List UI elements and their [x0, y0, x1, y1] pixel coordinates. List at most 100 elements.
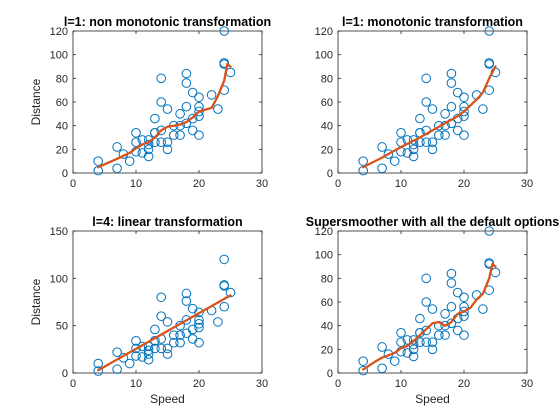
data-point [175, 109, 185, 119]
y-tick-label: 60 [321, 97, 333, 109]
data-point [181, 315, 192, 325]
data-point [194, 315, 204, 325]
data-point [181, 68, 192, 79]
data-point [408, 335, 419, 345]
data-point [131, 336, 141, 346]
x-axis-label: Speed [415, 392, 450, 406]
x-tick-label: 20 [193, 178, 205, 190]
data-point [421, 337, 432, 348]
data-point [421, 73, 432, 84]
data-point [181, 101, 192, 112]
data-point [162, 317, 173, 327]
data-point [187, 87, 198, 98]
fit-line [97, 294, 232, 372]
axes-box [337, 30, 528, 174]
data-point [452, 325, 463, 336]
data-point [162, 104, 173, 114]
data-point [93, 366, 103, 376]
y-tick-label: 0 [62, 368, 68, 380]
data-point [440, 330, 450, 340]
data-point [358, 365, 369, 376]
y-tick-label: 80 [56, 73, 68, 85]
y-tick-label: 100 [315, 250, 333, 262]
data-point [112, 163, 122, 174]
y-tick-label: 120 [315, 226, 333, 238]
data-point [427, 104, 438, 114]
data-point [383, 149, 394, 159]
data-point [156, 311, 166, 322]
data-point [131, 137, 141, 148]
data-point [219, 280, 229, 290]
x-tick-label: 0 [70, 178, 76, 190]
data-point [434, 130, 444, 140]
data-point [194, 307, 204, 318]
data-point [440, 309, 450, 319]
data-point [131, 127, 141, 138]
y-tick-label: 40 [56, 121, 68, 133]
x-tick-label: 30 [521, 178, 533, 190]
data-point [156, 292, 166, 303]
y-tick-label: 100 [50, 273, 68, 285]
data-point [143, 144, 154, 155]
x-tick-label: 20 [458, 178, 470, 190]
data-point [377, 163, 387, 174]
data-point [459, 292, 469, 303]
data-point [421, 297, 432, 307]
data-point [440, 320, 450, 331]
data-point [415, 313, 425, 324]
data-point [219, 254, 229, 265]
data-point [389, 156, 400, 166]
data-point [427, 144, 438, 155]
data-point [421, 137, 432, 148]
y-tick-label: 20 [321, 144, 333, 156]
data-point [377, 342, 387, 352]
data-point [194, 130, 204, 140]
y-tick-label: 20 [56, 144, 68, 156]
data-point [219, 301, 229, 312]
y-tick-label: 50 [56, 321, 68, 333]
data-point [112, 347, 122, 357]
x-tick-label: 20 [458, 378, 470, 390]
data-point [150, 324, 160, 335]
data-point [143, 349, 154, 359]
data-point [156, 343, 166, 354]
data-point [446, 101, 457, 112]
data-point [131, 351, 141, 361]
data-point [194, 92, 204, 103]
data-point [415, 113, 425, 124]
data-point [358, 356, 369, 366]
data-point [484, 258, 495, 268]
data-point [156, 97, 166, 107]
data-point [131, 343, 141, 354]
data-point [143, 354, 154, 365]
data-point [421, 97, 432, 107]
data-point [162, 137, 173, 148]
data-point [225, 287, 236, 298]
y-tick-label: 80 [321, 273, 333, 285]
data-point [377, 142, 387, 152]
data-point [194, 337, 204, 348]
data-point [459, 106, 469, 117]
data-point [162, 349, 173, 359]
y-tick-label: 0 [62, 168, 68, 180]
data-point [169, 130, 179, 140]
y-tick-label: 100 [50, 50, 68, 62]
x-tick-label: 30 [256, 178, 268, 190]
data-point [396, 337, 406, 348]
y-axis-label: Distance [29, 278, 43, 325]
data-point [156, 137, 166, 148]
x-tick-label: 10 [395, 178, 407, 190]
y-tick-label: 120 [50, 26, 68, 38]
data-point [156, 125, 166, 136]
x-tick-label: 0 [335, 178, 341, 190]
y-tick-label: 150 [50, 226, 68, 238]
y-tick-label: 60 [321, 297, 333, 309]
fit-line [97, 62, 232, 169]
data-point [124, 156, 135, 166]
data-point [143, 151, 154, 162]
axes-box [72, 230, 263, 374]
data-point [93, 358, 103, 369]
y-tick-label: 100 [315, 50, 333, 62]
data-point [484, 26, 495, 36]
data-point [421, 325, 432, 336]
